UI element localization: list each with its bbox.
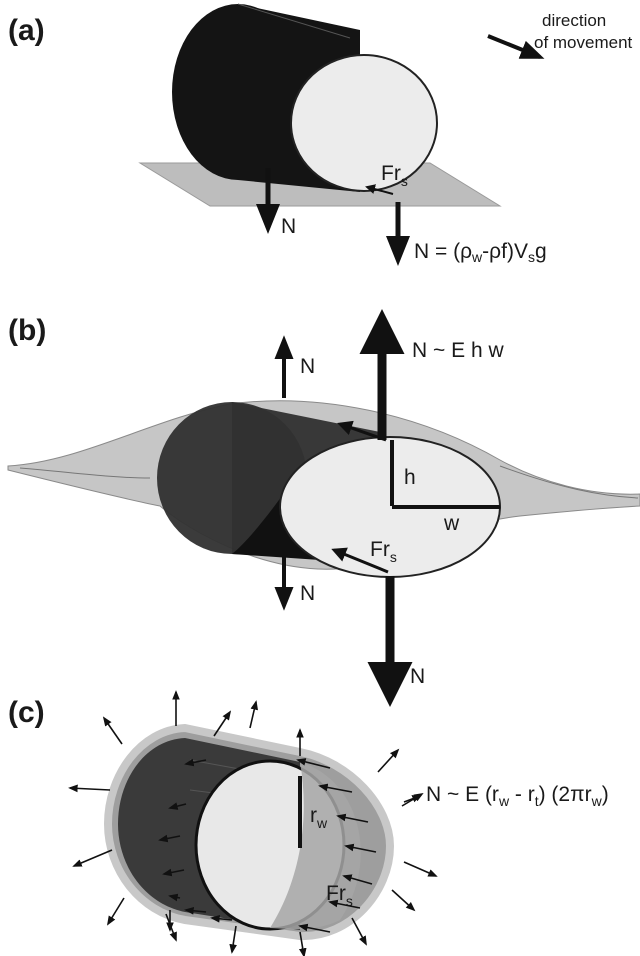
friction-label-sub: s [401, 173, 408, 189]
inner-friction-arrow-5 [342, 874, 373, 885]
pressure-arrow-13 [298, 931, 307, 956]
pressure-arrow-9 [403, 861, 438, 877]
inner-friction-arrow-13 [210, 914, 233, 923]
inner-friction-arrow-3 [336, 813, 369, 823]
pressure-arrow-16 [249, 700, 259, 729]
pressure-arrow-8 [72, 849, 113, 867]
formula-pointer-arrow [401, 793, 424, 807]
pressure-arrow-15 [391, 889, 416, 912]
pressure-arrow-10 [106, 897, 125, 926]
radius-sub: w [316, 815, 328, 831]
normal-label-left: N [281, 215, 296, 238]
formula-c-end: ) [602, 783, 609, 806]
direction-arrow [487, 34, 545, 59]
normal-label-top-left: N [300, 355, 315, 378]
formula-c-part3: ) (2πr [539, 783, 592, 806]
width-label: w [443, 512, 460, 535]
friction-arrow [365, 184, 394, 195]
normal-formula-c: N ~ E (rw - rt) (2πrw) [426, 783, 609, 809]
radius-main: r [310, 804, 317, 827]
friction-arrow-b [331, 547, 389, 574]
formula-a-s: s [528, 249, 535, 265]
sheet-crease-right [499, 465, 639, 499]
inner-friction-arrow-8 [168, 802, 187, 810]
friction-label-main: Fr [381, 162, 401, 185]
formula-c-part1: N ~ E (r [426, 783, 499, 806]
friction-arrows-c [158, 758, 377, 933]
formula-a-end: g [535, 240, 547, 263]
tube-face-shadow [270, 762, 361, 930]
formula-c-part2: - r [509, 783, 535, 806]
normal-label-bottom-right: N [410, 665, 425, 688]
inner-friction-arrow-15 [184, 758, 207, 767]
formula-a-w: w [471, 249, 483, 265]
inner-friction-arrow-4 [344, 843, 377, 853]
panel-a: (a) direction of movement Frs N N = (ρw-… [8, 3, 633, 266]
direction-label-line1: direction [542, 11, 606, 30]
pressure-arrow-2 [102, 716, 123, 745]
friction-label-c: Frs [326, 882, 353, 909]
panel-b: (b) h w Frs N N ~ E h w N N [7, 309, 640, 707]
height-label: h [404, 466, 416, 489]
cylinder-face [290, 54, 438, 192]
direction-label-line2: of movement [534, 33, 633, 52]
pressure-arrow-5 [377, 748, 400, 773]
formula-a-f: f)V [501, 240, 528, 263]
inner-friction-arrow-12 [184, 906, 207, 915]
friction-b-main: Fr [370, 538, 390, 561]
friction-c-main: Fr [326, 882, 346, 905]
inner-friction-arrow-11 [168, 893, 181, 902]
inner-friction-arrow-1 [296, 758, 331, 769]
pressure-arrow-6 [68, 784, 111, 793]
sheet-crease-left [19, 467, 151, 479]
formula-c-t: t [535, 793, 539, 809]
panel-c: (c) rw Frs N ~ E (rw - rt) (2πrw) [8, 690, 609, 956]
formula-a-part2: -ρ [482, 240, 501, 263]
pressure-arrow-14 [351, 917, 367, 946]
formula-c-w2: w [591, 793, 603, 809]
pressure-arrow-12 [229, 925, 237, 954]
inner-friction-arrow-10 [162, 868, 185, 877]
inner-friction-arrow-2 [318, 783, 353, 793]
radius-label: rw [310, 804, 328, 831]
inner-friction-arrow-9 [158, 834, 181, 843]
friction-label-b: Frs [370, 538, 397, 565]
friction-b-sub: s [390, 549, 397, 565]
panel-b-label: (b) [8, 314, 46, 347]
friction-label: Frs [381, 162, 408, 189]
formula-a-part1: N = (ρ [414, 240, 472, 263]
inner-friction-arrow-6 [328, 899, 361, 909]
normal-label-bottom-left: N [300, 582, 315, 605]
pressure-arrow-3 [213, 710, 232, 737]
friction-c-sub: s [346, 893, 353, 909]
panel-c-label: (c) [8, 696, 45, 729]
panel-a-label: (a) [8, 14, 45, 47]
normal-formula-a: N = (ρw-ρf)Vsg [414, 240, 547, 265]
inner-friction-arrow-7 [298, 923, 331, 933]
normal-label-top-right: N ~ E h w [412, 339, 504, 362]
formula-c-w1: w [498, 793, 510, 809]
